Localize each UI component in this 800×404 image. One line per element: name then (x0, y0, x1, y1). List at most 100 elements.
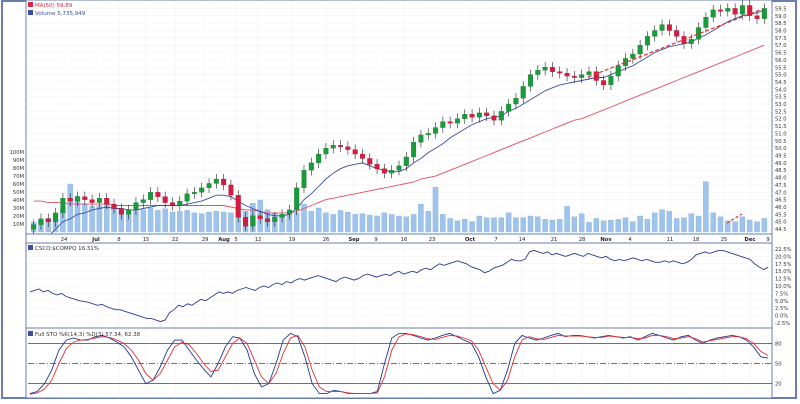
x-tick-label: 15 (143, 237, 150, 243)
volume-bar (206, 211, 212, 233)
price-tick-label: 51.5 (775, 124, 787, 130)
candle (440, 116, 446, 133)
x-axis: 24 Jul 8 15 22 29 Aug 5 12 19 26 Sep 9 16 23 Oct 7 14 21 28… (25, 233, 773, 244)
x-tick-label: Oct (465, 237, 475, 243)
volume-bar (564, 206, 570, 233)
candle (542, 62, 548, 76)
candle (330, 140, 336, 154)
candle (491, 110, 497, 126)
candle (754, 10, 760, 24)
volume-bar (462, 219, 468, 233)
volume-bar (615, 219, 621, 233)
volume-bar (703, 181, 709, 233)
candle (703, 12, 709, 33)
candle (301, 165, 307, 194)
price-tick-label: 58.0 (775, 28, 787, 34)
candle (104, 193, 110, 210)
volume-bar (140, 209, 146, 233)
price-tick-label: 47.5 (775, 183, 787, 189)
price-tick-label: 50.5 (775, 139, 787, 145)
candle (169, 197, 175, 211)
candle (513, 92, 519, 110)
x-tick-label: 9 (374, 237, 377, 243)
volume-bar (476, 215, 483, 233)
volume-bar (586, 222, 592, 233)
candle (425, 128, 431, 141)
candle (133, 197, 139, 216)
volume-bar (330, 214, 336, 233)
candle (140, 194, 146, 208)
volume-bar (367, 215, 373, 233)
rs-tick-label: 2.5% (775, 306, 788, 312)
volume-bar (505, 212, 512, 233)
rs-tick-label: 22.5% (775, 247, 792, 253)
volume-bar (315, 207, 322, 233)
candle (250, 210, 256, 232)
volume-bar (542, 219, 548, 233)
volume-bar (308, 211, 315, 233)
price-tick-label: 56.5 (775, 51, 787, 57)
x-tick-label: 19 (289, 237, 296, 243)
volume-bar (732, 221, 738, 233)
candle (191, 187, 197, 199)
price-tick-label: 54.5 (775, 80, 787, 86)
volume-bar (681, 217, 687, 233)
volume-bar (761, 218, 768, 233)
candle (396, 160, 402, 176)
volume-tick-label: 90M (13, 158, 24, 164)
volume-bar (739, 216, 746, 233)
volume-bar (454, 220, 461, 233)
volume-tick-label: 100M (10, 150, 24, 156)
volume-bar (410, 214, 417, 233)
price-tick-label: 57.0 (775, 43, 787, 49)
candle (710, 4, 716, 23)
candle (608, 70, 614, 91)
candle (462, 109, 468, 124)
candle (45, 213, 51, 227)
volume-bar (695, 215, 702, 233)
candle (506, 98, 512, 117)
x-tick-label: Nov (600, 237, 612, 243)
volume-bar (717, 216, 724, 233)
volume-bar (337, 210, 344, 233)
candle (31, 219, 37, 235)
volume-bar (549, 219, 556, 233)
candle (286, 204, 292, 220)
volume-bar (513, 217, 519, 233)
candle (718, 4, 723, 17)
volume-bar (220, 211, 227, 233)
x-tick-label: 14 (519, 237, 526, 243)
candle (644, 31, 650, 51)
candle (579, 69, 585, 83)
volume-bar (374, 215, 380, 233)
volume-bar (213, 211, 220, 233)
candle (528, 69, 534, 92)
volume-bar (600, 220, 607, 233)
volume-bar (688, 213, 694, 233)
candle (557, 66, 563, 79)
price-tick-label: 56.0 (775, 58, 787, 64)
candle (264, 213, 270, 227)
candle (666, 19, 672, 36)
volume-bar (527, 215, 534, 233)
candle (476, 107, 482, 123)
candle (367, 153, 373, 170)
candle (82, 191, 88, 205)
candle (184, 188, 190, 207)
volume-bar (673, 218, 680, 233)
volume-bar (162, 208, 168, 233)
rs-tick-label: 7.5% (775, 291, 788, 297)
rs-tick-label: -2.5% (775, 321, 790, 327)
price-tick-label: 46.5 (775, 198, 787, 204)
candle (447, 116, 453, 129)
candle (323, 143, 329, 160)
volume-bar (293, 212, 300, 233)
volume-bar (644, 219, 651, 233)
x-tick-label: Sep (349, 237, 360, 243)
legend-ma50: MA(50) 59.89 (35, 3, 73, 9)
volume-tick-label: 70M (13, 174, 24, 180)
volume-tick-label: 80M (13, 166, 24, 172)
volume-bar (345, 211, 351, 233)
x-tick-label: 7 (494, 237, 497, 243)
volume-bar (432, 187, 439, 233)
